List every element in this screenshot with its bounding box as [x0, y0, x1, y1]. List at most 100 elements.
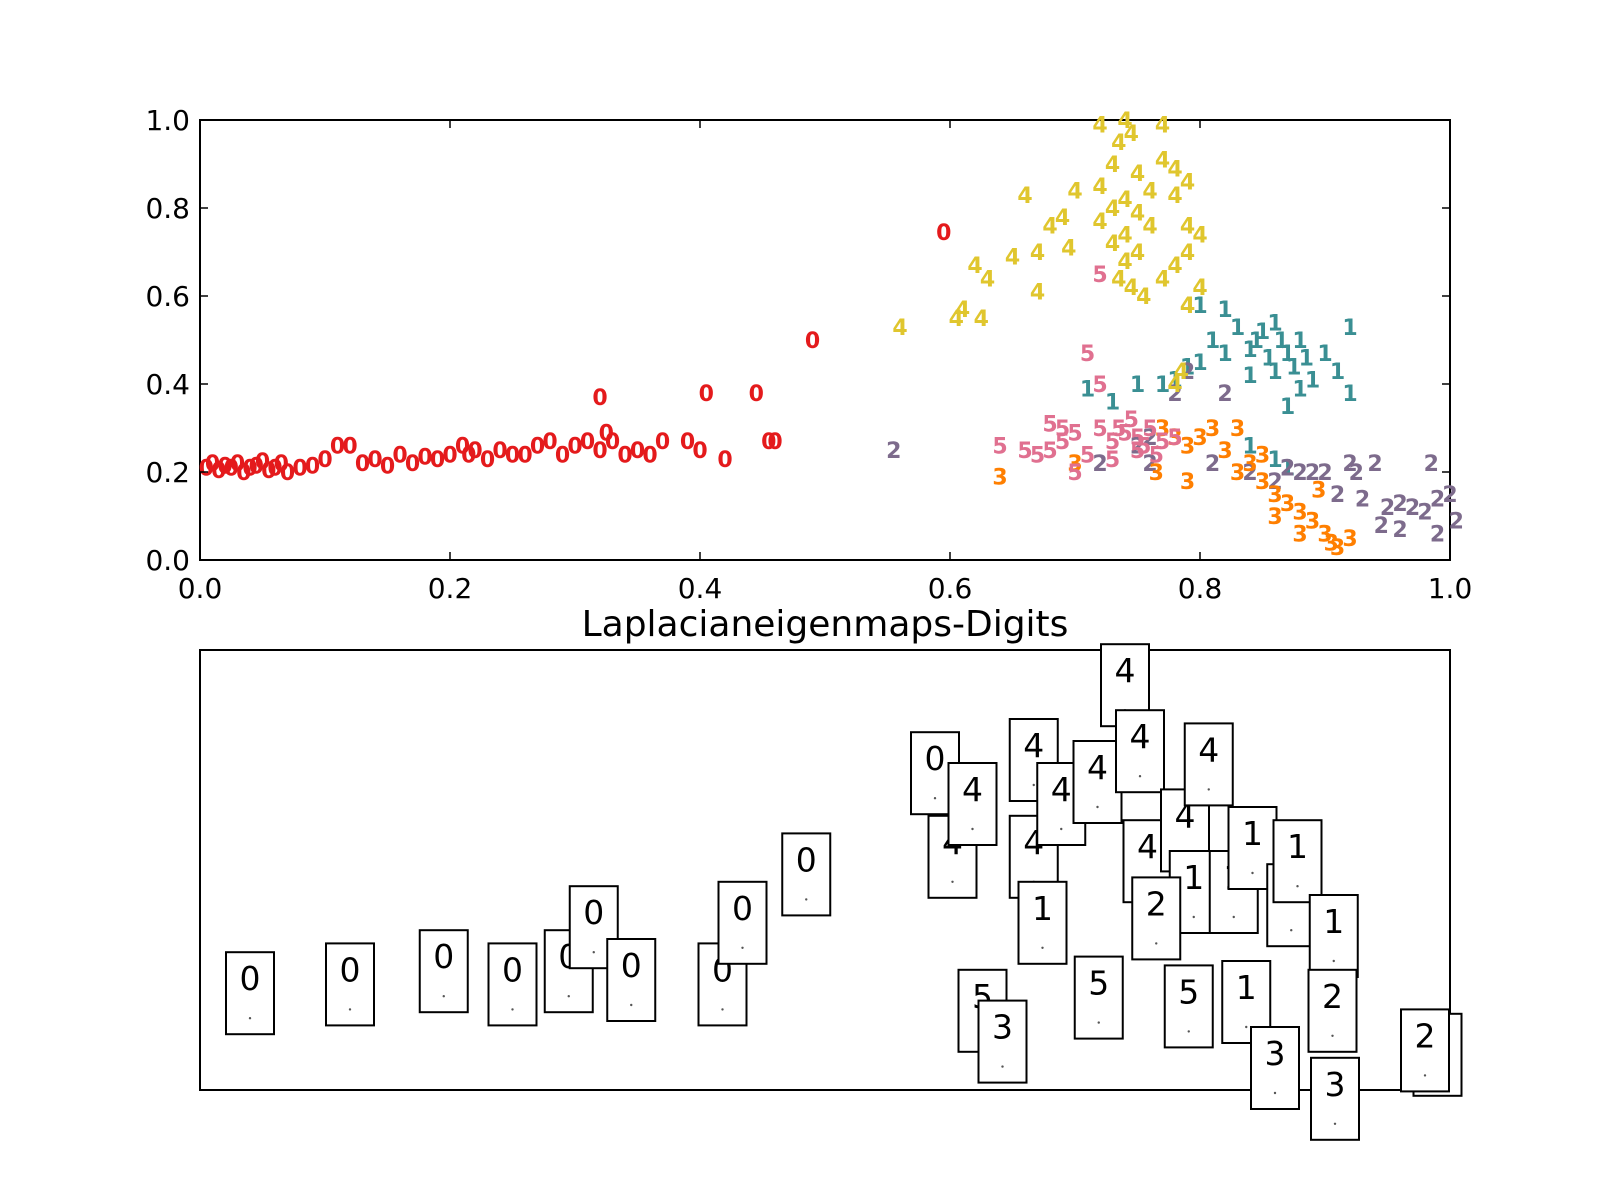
- scatter-point-digit-4: 4: [1155, 113, 1170, 138]
- scatter-point-digit-4: 4: [1136, 285, 1151, 310]
- scatter-point-digit-2: 2: [1349, 461, 1364, 486]
- scatter-point-digit-0: 0: [480, 448, 495, 473]
- y-tick-label: 0.4: [145, 368, 190, 401]
- scatter-point-digit-4: 4: [1167, 184, 1182, 209]
- scatter-point-digit-4: 4: [1180, 171, 1195, 196]
- scatter-point-digit-1: 1: [1342, 382, 1357, 407]
- scatter-point-digit-0: 0: [455, 435, 470, 460]
- scatter-point-digit-1: 1: [1267, 448, 1282, 473]
- x-tick-label: 1.0: [1428, 572, 1473, 605]
- scatter-point-digit-0: 0: [567, 435, 582, 460]
- scatter-point-digit-1: 1: [1261, 347, 1276, 372]
- scatter-point-digit-5: 5: [1117, 421, 1132, 446]
- scatter-point-digit-2: 2: [1142, 426, 1157, 451]
- scatter-point-digit-5: 5: [1080, 342, 1095, 367]
- scatter-point-digit-0: 0: [680, 430, 695, 455]
- digit-card-3: 3: [1250, 1026, 1300, 1110]
- scatter-point-digit-2: 2: [886, 439, 901, 464]
- scatter-point-digit-0: 0: [505, 443, 520, 468]
- scatter-point-digit-5: 5: [1055, 417, 1070, 442]
- scatter-point-digit-5: 5: [1042, 439, 1057, 464]
- scatter-point-digit-5: 5: [1092, 417, 1107, 442]
- scatter-point-digit-1: 1: [1080, 377, 1095, 402]
- scatter-point-digit-3: 3: [1292, 501, 1307, 526]
- scatter-point-digit-3: 3: [1280, 492, 1295, 517]
- svg-text:0: 0: [925, 739, 946, 778]
- digit-card-4: 4: [1072, 740, 1123, 824]
- scatter-point-digit-3: 3: [1242, 452, 1257, 477]
- svg-text:0: 0: [796, 840, 817, 879]
- scatter-point-digit-4: 4: [1155, 149, 1170, 174]
- scatter-point-digit-0: 0: [367, 448, 382, 473]
- scatter-point-digit-4: 4: [967, 254, 982, 279]
- scatter-point-digit-3: 3: [1167, 426, 1182, 451]
- scatter-point-digit-1: 1: [1217, 342, 1232, 367]
- scatter-point-digit-4: 4: [1092, 113, 1107, 138]
- digit-card-1: 1: [1308, 894, 1359, 978]
- scatter-point-digit-0: 0: [630, 439, 645, 464]
- scatter-point-digit-0: 0: [199, 457, 214, 482]
- scatter-point-digit-1: 1: [1280, 395, 1295, 420]
- scatter-point-digit-2: 2: [1374, 514, 1389, 539]
- scatter-point-digit-0: 0: [217, 454, 232, 479]
- scatter-point-digit-2: 2: [1292, 461, 1307, 486]
- svg-text:4: 4: [1115, 651, 1136, 690]
- digit-card-2: 2: [1131, 876, 1182, 961]
- scatter-point-digit-3: 3: [1067, 452, 1082, 477]
- scatter-point-digit-4: 4: [1192, 223, 1207, 248]
- scatter-point-digit-2: 2: [1405, 496, 1420, 521]
- scatter-point-digit-1: 1: [1167, 369, 1182, 394]
- scatter-point-digit-4: 4: [1180, 241, 1195, 266]
- scatter-point-digit-4: 4: [1130, 201, 1145, 226]
- scatter-point-digit-3: 3: [1311, 479, 1326, 504]
- digit-card-4: 4: [1115, 709, 1165, 794]
- scatter-point-digit-4: 4: [1124, 122, 1139, 147]
- scatter-point-digit-3: 3: [1192, 426, 1207, 451]
- scatter-point-digit-5: 5: [992, 435, 1007, 460]
- svg-text:4: 4: [1023, 726, 1044, 765]
- scatter-point-digit-5: 5: [1105, 430, 1120, 455]
- svg-text:4: 4: [1087, 748, 1108, 787]
- scatter-point-digit-4: 4: [1111, 131, 1126, 156]
- scatter-point-digit-0: 0: [242, 457, 257, 482]
- top-axes-frame: [199, 119, 1451, 561]
- svg-text:0: 0: [433, 937, 454, 976]
- scatter-point-digit-5: 5: [1124, 408, 1139, 433]
- scatter-point-digit-1: 1: [1255, 320, 1270, 345]
- y-tick-label: 1.0: [145, 104, 190, 137]
- scatter-point-digit-0: 0: [555, 443, 570, 468]
- scatter-point-digit-5: 5: [1092, 373, 1107, 398]
- svg-text:1: 1: [1032, 889, 1053, 928]
- bottom-axes-frame: [199, 649, 1451, 1091]
- scatter-point-digit-5: 5: [1042, 413, 1057, 438]
- svg-text:1: 1: [1323, 902, 1344, 941]
- scatter-point-digit-0: 0: [605, 430, 620, 455]
- scatter-point-digit-3: 3: [1255, 443, 1270, 468]
- scatter-point-digit-4: 4: [1130, 241, 1145, 266]
- scatter-point-digit-2: 2: [1430, 487, 1445, 512]
- scatter-point-digit-0: 0: [592, 386, 607, 411]
- scatter-point-digit-2: 2: [1392, 492, 1407, 517]
- top-scatter-axes: 0000000000000000000000000000000000000000…: [145, 104, 1472, 605]
- scatter-point-digit-0: 0: [230, 452, 245, 477]
- svg-text:5: 5: [1178, 972, 1199, 1011]
- scatter-point-digit-2: 2: [1317, 461, 1332, 486]
- scatter-point-digit-1: 1: [1330, 360, 1345, 385]
- svg-text:3: 3: [1325, 1065, 1346, 1104]
- svg-text:0: 0: [583, 893, 604, 932]
- digit-card-0: 0: [781, 832, 832, 917]
- scatter-point-digit-3: 3: [1255, 470, 1270, 495]
- svg-text:0: 0: [621, 946, 642, 985]
- scatter-point-digit-2: 2: [1280, 457, 1295, 482]
- scatter-point-digit-3: 3: [1342, 527, 1357, 552]
- scatter-point-digit-0: 0: [205, 452, 220, 477]
- scatter-point-digit-2: 2: [1392, 518, 1407, 543]
- scatter-point-digit-2: 2: [1424, 452, 1439, 477]
- scatter-point-digit-5: 5: [1067, 461, 1082, 486]
- scatter-point-digit-2: 2: [1330, 483, 1345, 508]
- svg-text:1: 1: [1287, 827, 1308, 866]
- scatter-point-digit-0: 0: [274, 452, 289, 477]
- digit-card-0: 0: [487, 942, 538, 1027]
- scatter-point-digit-1: 1: [1192, 294, 1207, 319]
- scatter-point-digit-4: 4: [1042, 215, 1057, 240]
